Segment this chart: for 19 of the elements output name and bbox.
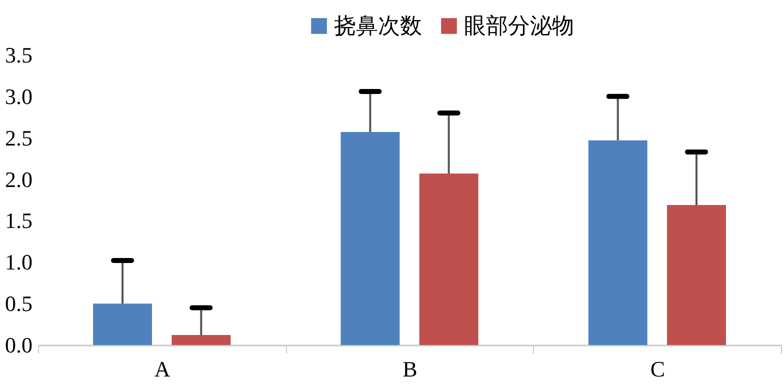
legend-label: 挠鼻次数 [334, 14, 422, 39]
y-tick-label: 3.5 [5, 42, 32, 68]
bar [172, 335, 231, 345]
legend-label: 眼部分泌物 [464, 14, 574, 39]
x-tick-label: A [154, 356, 170, 382]
y-tick-label: 3.0 [5, 84, 32, 109]
y-tick-label: 2.5 [5, 125, 32, 150]
y-tick-label: 1.0 [5, 250, 32, 275]
bar [588, 140, 648, 345]
y-tick-label: 0.0 [5, 332, 32, 358]
y-tick-label: 2.0 [5, 166, 32, 192]
bar [419, 173, 478, 345]
bar [340, 132, 400, 345]
x-tick-label: B [402, 356, 418, 382]
bar [666, 204, 726, 345]
bar [93, 304, 152, 345]
y-tick-label: 0.5 [5, 291, 32, 316]
x-tick-label: C [650, 356, 666, 382]
y-tick-label: 1.5 [5, 208, 32, 234]
